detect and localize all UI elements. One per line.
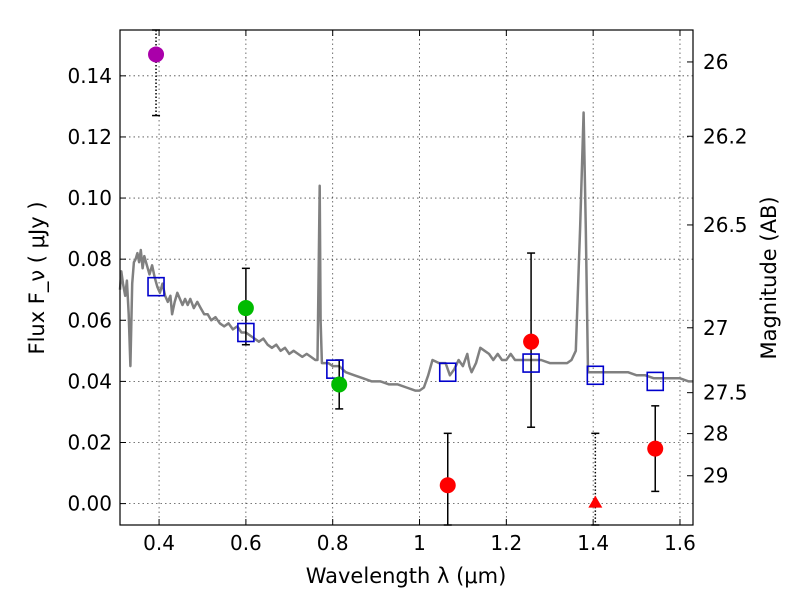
template-spectrum-line [118,111,693,392]
observed-flux-point [148,46,165,63]
model-flux-square [237,322,255,343]
y2-tick-label: 27.5 [703,381,748,405]
y-tick-label: 0.12 [67,125,112,149]
upper-limit-triangle [588,495,603,508]
y2-tick-label: 29 [703,464,728,488]
x-tick-label: 0.6 [230,531,262,555]
x-tick-label: 1.2 [490,531,522,555]
y2-tick-label: 26 [703,50,728,74]
y-axis-title: Flux F_ν ( μJy ) [25,201,50,354]
model-layer [147,276,665,392]
x-tick-label: 0.8 [317,531,349,555]
y-tick-label: 0.08 [67,247,112,271]
spectrum-layer [118,111,693,392]
y2-tick-label: 26.2 [703,124,748,148]
plot-frame [119,29,694,526]
observed-flux-point [523,333,540,350]
y-tick-label: 0.06 [67,308,112,332]
y-tick-label: 0.00 [67,492,112,516]
y-tick-label: 0.04 [67,369,112,393]
model-flux-square [438,362,457,383]
observed-flux-point [237,300,254,317]
model-flux-square [522,353,540,373]
x-tick-label: 1.6 [664,531,696,555]
model-flux-square [586,365,605,386]
observed-flux-point [647,440,664,457]
observed-flux-point [439,477,456,494]
x-tick-label: 0.4 [143,531,175,555]
point-layer [148,46,664,508]
y2-tick-label: 28 [703,422,728,446]
y-tick-label: 0.10 [67,186,112,210]
grid-layer [120,30,693,525]
tick-layer: 0.4 0.6 0.8 1 1.2 1.4 1.6 0.00 0.02 0.04 0.06 0.08 0… [67,30,748,555]
y-tick-label: 0.14 [67,64,112,88]
observed-flux-point [331,376,348,393]
x-tick-label: 1.4 [577,531,609,555]
y-tick-label: 0.02 [67,431,112,455]
x-axis-title: Wavelength λ (μm) [306,564,507,588]
y2-tick-label: 27 [703,316,728,340]
y2-axis-title: Magnitude (AB) [757,196,781,359]
model-flux-square [147,276,165,297]
x-tick-label: 1 [413,531,426,555]
y2-tick-label: 26.5 [703,213,748,237]
model-flux-square [646,371,665,392]
